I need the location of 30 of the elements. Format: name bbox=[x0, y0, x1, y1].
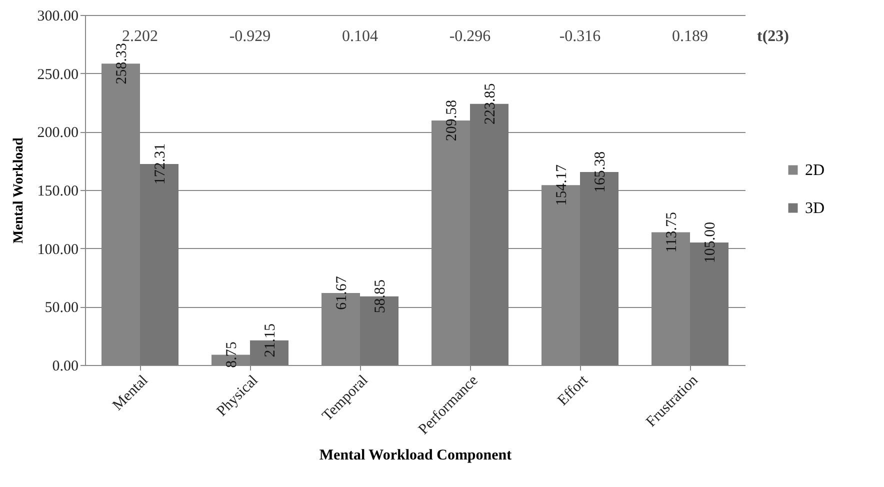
y-tick-label: 300.00 bbox=[37, 8, 78, 24]
y-tick-label: 250.00 bbox=[37, 66, 78, 83]
data-label: 223.85 bbox=[482, 83, 498, 124]
data-label: 258.33 bbox=[114, 42, 130, 84]
y-axis-title: Mental Workload bbox=[11, 137, 26, 244]
data-label: 165.38 bbox=[592, 151, 608, 193]
legend-label: 2D bbox=[805, 162, 825, 179]
y-tick-label: 50.00 bbox=[44, 300, 78, 316]
legend-label: 3D bbox=[805, 200, 825, 217]
y-tick-label: 0.00 bbox=[52, 358, 78, 374]
annotation: 2.202 bbox=[122, 28, 158, 45]
y-tick-label: 150.00 bbox=[37, 184, 78, 200]
annotation: -0.316 bbox=[559, 28, 601, 45]
annotation: -0.929 bbox=[229, 28, 271, 45]
data-label: 21.15 bbox=[262, 323, 278, 358]
data-label: 172.31 bbox=[152, 143, 168, 185]
annotation: 0.189 bbox=[672, 28, 708, 45]
data-label: 209.58 bbox=[444, 100, 460, 142]
x-axis-title: Mental Workload Component bbox=[319, 447, 512, 464]
y-tick-label: 200.00 bbox=[37, 125, 78, 142]
data-label: 61.67 bbox=[334, 276, 350, 310]
annotation: -0.296 bbox=[449, 28, 491, 45]
data-label: 105.00 bbox=[702, 222, 718, 264]
data-label: 8.75 bbox=[224, 342, 240, 368]
data-label: 58.85 bbox=[372, 279, 388, 314]
annotation: 0.104 bbox=[342, 28, 378, 45]
data-label: 113.75 bbox=[664, 212, 680, 253]
text: t(23) bbox=[757, 28, 789, 45]
data-label: 154.17 bbox=[554, 164, 570, 206]
y-tick-label: 100.00 bbox=[37, 242, 78, 258]
